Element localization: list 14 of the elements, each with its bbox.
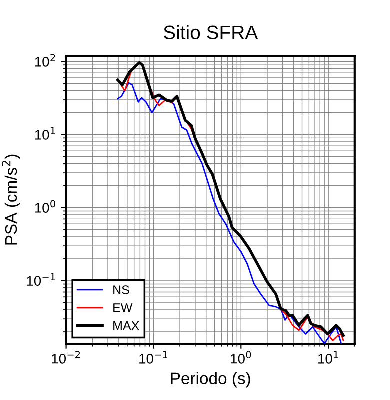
- legend-label: NS: [114, 286, 130, 294]
- y-tick-label: 10$^{−1}$: [27, 273, 56, 286]
- legend-label: EW: [114, 304, 133, 312]
- y-tick-label: 10$^{0}$: [35, 200, 56, 213]
- x-tick-label: 10$^{0}$: [231, 351, 252, 364]
- x-axis-title: Periodo (s): [171, 372, 250, 388]
- x-tick-label: 10$^{1}$: [318, 351, 338, 364]
- legend-label: MAX: [114, 322, 140, 330]
- x-tick-label: 10$^{−1}$: [140, 351, 168, 364]
- y-axis-title: PSA (cm/s$^{2}$): [2, 154, 20, 245]
- y-tick-label: 10$^{1}$: [35, 127, 56, 140]
- y-tick-label: 10$^{2}$: [35, 54, 56, 67]
- x-tick-label: 10$^{−2}$: [52, 351, 80, 364]
- chart-title: Sitio SFRA: [164, 25, 258, 40]
